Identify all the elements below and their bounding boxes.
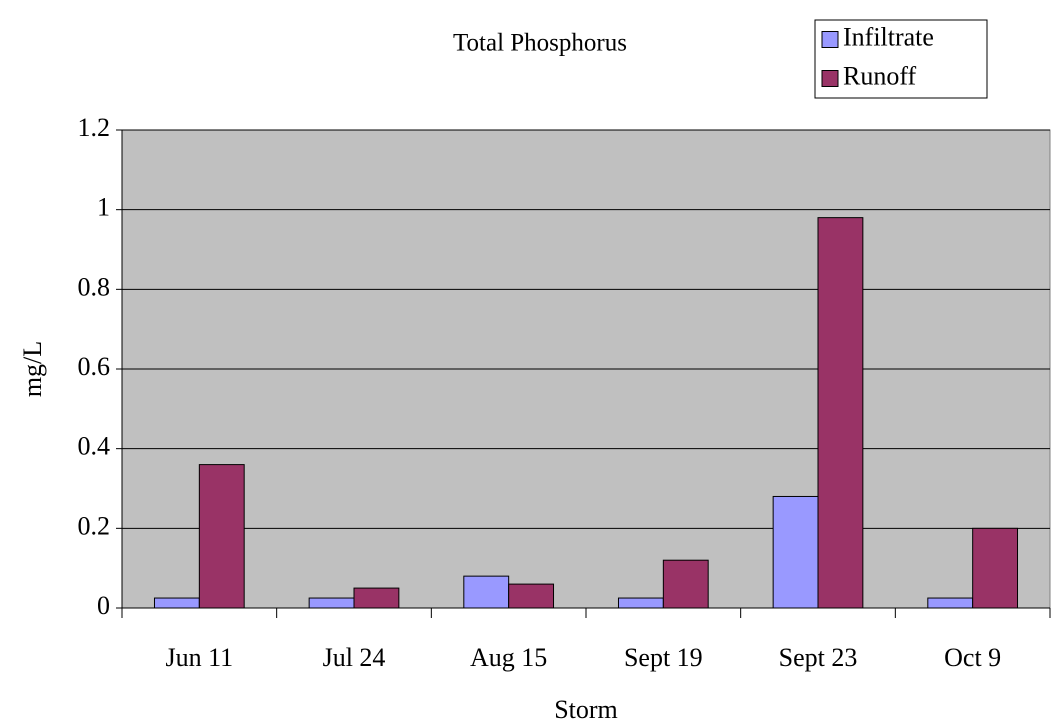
y-tick-label: 0.4: [78, 432, 111, 461]
bar: [463, 575, 510, 609]
bar: [353, 587, 400, 609]
bar: [617, 597, 664, 609]
x-tick-label: Jul 24: [323, 643, 386, 672]
x-tick-label: Jun 11: [166, 643, 234, 672]
legend-swatch: [821, 70, 839, 87]
x-tick-label: Sept 23: [779, 643, 858, 672]
bar: [817, 217, 864, 609]
y-tick-label: 0.8: [78, 272, 111, 301]
x-tick-label: Oct 9: [944, 643, 1001, 672]
y-tick-label: 0.2: [78, 511, 111, 540]
y-tick-label: 1: [97, 193, 110, 222]
legend-box: [814, 19, 988, 99]
legend-label: Runoff: [843, 61, 917, 90]
bar: [508, 583, 555, 609]
legend-swatch: [821, 31, 839, 48]
y-axis-label: mg/L: [18, 341, 47, 397]
bar: [308, 597, 355, 609]
x-tick-label: Aug 15: [470, 643, 547, 672]
bar: [772, 495, 819, 609]
bar: [927, 597, 974, 609]
chart-title: Total Phosphorus: [453, 30, 627, 57]
bar: [198, 464, 245, 609]
bar: [662, 559, 709, 609]
y-tick-label: 0.6: [78, 352, 111, 381]
bar: [153, 597, 200, 609]
x-axis-label: Storm: [554, 695, 618, 724]
bar: [972, 527, 1019, 609]
y-tick-label: 0: [97, 591, 110, 620]
x-tick-label: Sept 19: [624, 643, 703, 672]
y-tick-label: 1.2: [78, 113, 111, 142]
legend-label: Infiltrate: [843, 22, 934, 51]
